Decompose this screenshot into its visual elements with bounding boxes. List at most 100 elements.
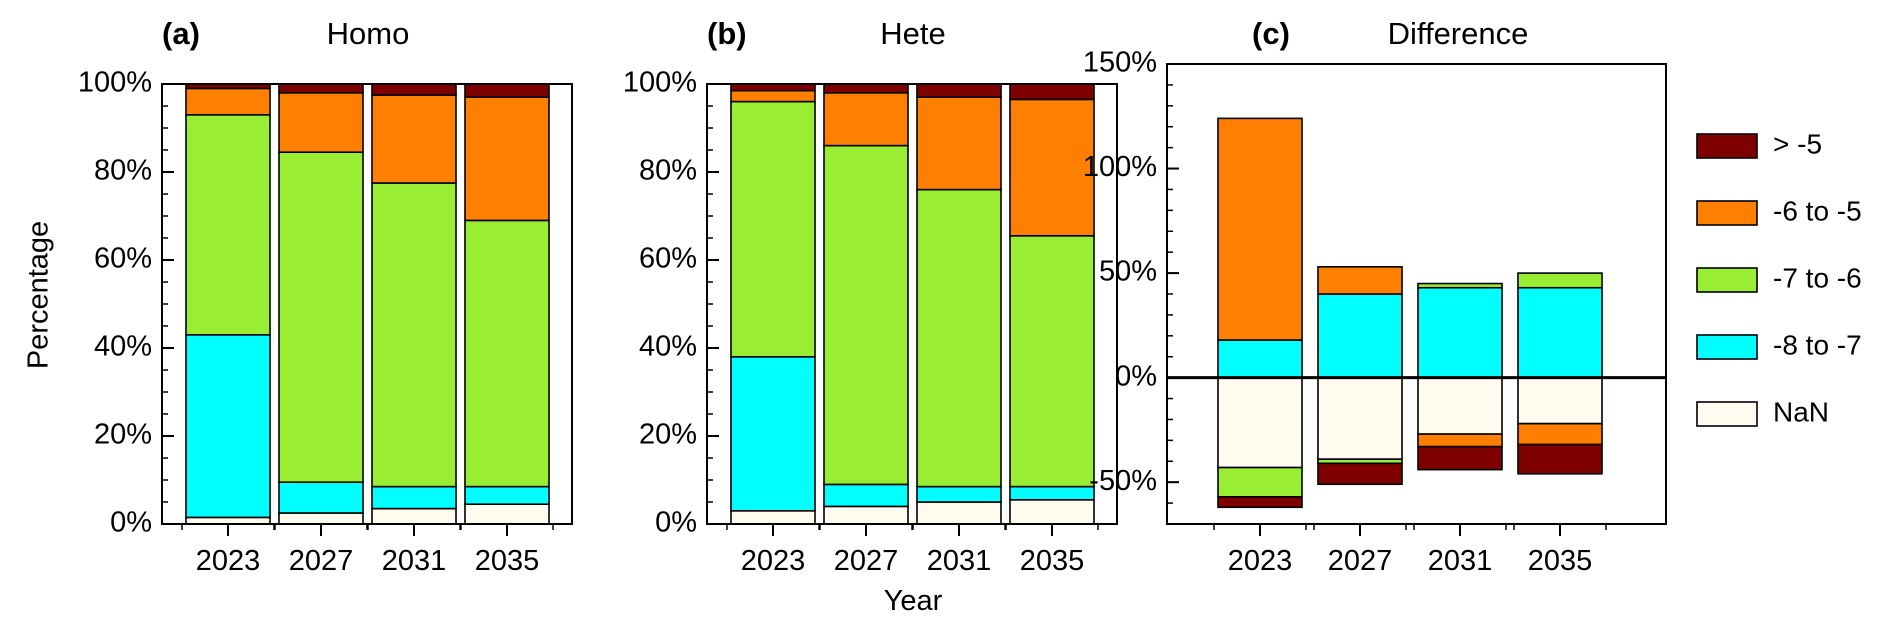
panel-a-bar-2031-m6_to_m5 xyxy=(371,94,457,184)
panel-c-plot: -50% 0% 50% 100% 150% 2023 2027 2031 2035 xyxy=(1083,47,1667,577)
panel-a-y-tick-label: 80% xyxy=(94,155,152,187)
panel-b-y-tick-label: 60% xyxy=(639,243,697,275)
panel-a-y-tick-label: 0% xyxy=(110,507,152,539)
panel-a-tag: (a) xyxy=(162,16,200,51)
panel-c-bar-2035-m6_to_m5 xyxy=(1517,422,1603,446)
legend-label-m6_to_m5: -6 to -5 xyxy=(1773,195,1862,226)
panel-c-bar-2027-gt_minus5 xyxy=(1317,462,1403,486)
panel-a-x-tick-label: 2031 xyxy=(382,545,447,577)
legend-swatch-nan xyxy=(1696,401,1758,427)
panel-a-bar-2035-m8_to_m7 xyxy=(464,485,550,506)
panel-a-title: Homo xyxy=(327,16,410,51)
y-axis-title-group: Percentage xyxy=(23,221,55,369)
panel-c-x-tick-label: 2023 xyxy=(1228,545,1293,577)
legend-label-m8_to_m7: -8 to -7 xyxy=(1773,329,1862,360)
panel-a-y-tick-label: 20% xyxy=(94,419,152,451)
panel-b-bar-2023-m8_to_m7 xyxy=(730,355,816,512)
panel-b-bar-2027-m7_to_m6 xyxy=(823,144,909,486)
panel-c-bar-2023-nan xyxy=(1217,376,1303,469)
panel-b-y-tick-label: 80% xyxy=(639,155,697,187)
panel-b-y-tick-label: 40% xyxy=(639,331,697,363)
panel-c-y-tick-label: 50% xyxy=(1099,256,1157,288)
panel-c-bar-2027-m6_to_m5 xyxy=(1317,266,1403,295)
panel-b-x-tick-label: 2031 xyxy=(927,545,992,577)
legend-label-gt_minus5: > -5 xyxy=(1773,128,1822,159)
panel-a-bar-2035-nan xyxy=(464,503,550,525)
panel-b-bar-2023-nan xyxy=(730,509,816,525)
legend-swatch-m6_to_m5 xyxy=(1696,200,1758,226)
panel-c-x-tick-label: 2027 xyxy=(1328,545,1393,577)
panel-c-bar-2031-m8_to_m7 xyxy=(1417,286,1503,379)
panel-b-bar-2027-nan xyxy=(823,505,909,525)
panel-b-bar-2027-gt_minus5 xyxy=(823,83,909,94)
panel-c-bar-2023-m6_to_m5 xyxy=(1217,117,1303,341)
panel-a-bar-2035-m6_to_m5 xyxy=(464,96,550,222)
panel-a-x-tick-label: 2027 xyxy=(289,545,354,577)
panel-a-bar-2027-m8_to_m7 xyxy=(278,481,364,514)
panel-a-bar-2023-m8_to_m7 xyxy=(185,333,271,519)
panel-c-y-tick-label: 100% xyxy=(1083,151,1157,183)
panel-a: (a) Homo 0% 20% 40% 60% 80% 100% 2023 2027 2031 2… xyxy=(78,16,573,577)
panel-b-bar-2031-m8_to_m7 xyxy=(916,485,1002,503)
panel-a-bar-2035-gt_minus5 xyxy=(464,83,550,98)
panel-b-bar-2031-gt_minus5 xyxy=(916,83,1002,98)
panel-a-bar-2027-m7_to_m6 xyxy=(278,151,364,483)
panel-c-title: Difference xyxy=(1388,16,1529,51)
panel-c-bar-2031-m6_to_m5 xyxy=(1417,433,1503,448)
panel-a-x-tick-label: 2035 xyxy=(475,545,540,577)
panel-b-bar-2035-m8_to_m7 xyxy=(1009,485,1095,501)
panel-c-bar-2023-gt_minus5 xyxy=(1217,496,1303,509)
panel-a-y-tick-label: 60% xyxy=(94,243,152,275)
panel-c: (c) Difference -50% 0% 50% 100% 150% 2023 2027… xyxy=(1083,16,1667,577)
panel-b-bar-2023-m6_to_m5 xyxy=(730,89,816,103)
panel-b-y-tick-label: 20% xyxy=(639,419,697,451)
panel-b-bar-2023-m7_to_m6 xyxy=(730,100,816,358)
legend: > -5 -6 to -5 -7 to -6 -8 to -7 NaN xyxy=(1696,128,1862,427)
panel-a-bar-2035-m7_to_m6 xyxy=(464,219,550,488)
panel-c-tag: (c) xyxy=(1252,16,1290,51)
panel-c-bar-2023-m8_to_m7 xyxy=(1217,339,1303,379)
panel-b-title: Hete xyxy=(880,16,945,51)
panel-a-bar-2031-gt_minus5 xyxy=(371,83,457,96)
panel-b-plot: 0% 20% 40% 60% 80% 100% 2023 2027 2031 2035 xyxy=(623,67,1118,577)
panel-c-bar-2031-nan xyxy=(1417,376,1503,435)
panel-c-bar-2027-m8_to_m7 xyxy=(1317,293,1403,379)
panel-b-bar-2027-m8_to_m7 xyxy=(823,483,909,508)
legend-swatch-gt_minus5 xyxy=(1696,133,1758,159)
panel-a-bar-2031-m8_to_m7 xyxy=(371,485,457,510)
panel-a-bar-2023-m7_to_m6 xyxy=(185,114,271,336)
panel-b-bar-2031-m6_to_m5 xyxy=(916,96,1002,191)
panel-c-bar-2027-nan xyxy=(1317,376,1403,460)
panel-b-bar-2031-m7_to_m6 xyxy=(916,188,1002,488)
panel-c-bar-2031-gt_minus5 xyxy=(1417,445,1503,471)
panel-c-bar-2031-m7_to_m6 xyxy=(1417,282,1503,289)
legend-swatch-m7_to_m6 xyxy=(1696,267,1758,293)
legend-label-m7_to_m6: -7 to -6 xyxy=(1773,262,1862,293)
panel-a-y-tick-label: 40% xyxy=(94,331,152,363)
panel-a-bar-2027-m6_to_m5 xyxy=(278,92,364,154)
panel-a-bar-2027-gt_minus5 xyxy=(278,83,364,94)
panel-c-bar-2035-m8_to_m7 xyxy=(1517,286,1603,379)
panel-b-y-tick-label: 100% xyxy=(623,67,697,99)
panel-a-bar-2031-nan xyxy=(371,507,457,525)
y-axis-title: Percentage xyxy=(23,221,55,369)
panel-b-tag: (b) xyxy=(707,16,747,51)
x-axis-title: Year xyxy=(884,585,943,617)
panel-c-bar-2035-gt_minus5 xyxy=(1517,443,1603,475)
panel-b-bar-2035-gt_minus5 xyxy=(1009,83,1095,101)
panel-c-bar-2035-nan xyxy=(1517,376,1603,425)
panel-c-x-tick-label: 2031 xyxy=(1428,545,1493,577)
legend-label-nan: NaN xyxy=(1773,396,1829,427)
panel-b-y-tick-label: 0% xyxy=(655,507,697,539)
panel-c-y-tick-label: -50% xyxy=(1089,465,1157,497)
panel-c-y-tick-label: 150% xyxy=(1083,47,1157,79)
panel-b-x-tick-label: 2035 xyxy=(1020,545,1085,577)
panel-b-x-tick-label: 2027 xyxy=(834,545,899,577)
panel-c-bar-2035-m7_to_m6 xyxy=(1517,272,1603,289)
panel-c-bar-2023-m7_to_m6 xyxy=(1217,466,1303,498)
panel-b-bar-2035-m6_to_m5 xyxy=(1009,98,1095,237)
panel-a-bar-2023-m6_to_m5 xyxy=(185,87,271,116)
panel-b-frame xyxy=(706,83,1118,525)
panel-b-x-tick-label: 2023 xyxy=(741,545,806,577)
